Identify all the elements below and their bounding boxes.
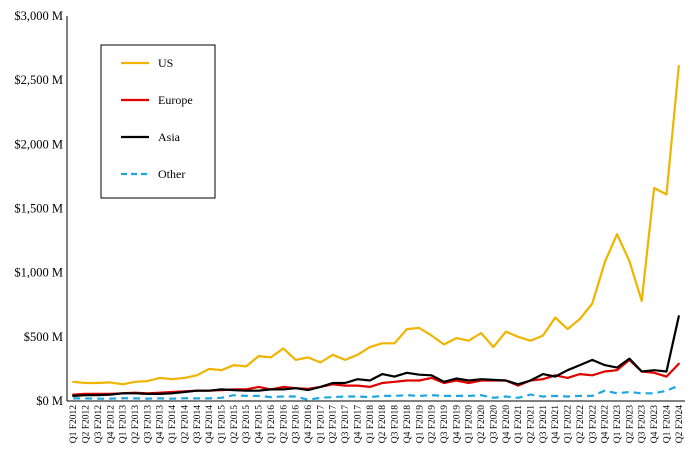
x-tick-label: Q3 F2021 <box>539 405 549 444</box>
x-tick-label: Q2 F2022 <box>576 405 586 444</box>
x-tick-label: Q3 F2016 <box>292 405 302 444</box>
y-tick-label: $0 M <box>36 394 63 408</box>
x-tick-label: Q1 F2014 <box>168 405 178 444</box>
legend-label-asia: Asia <box>158 130 181 144</box>
x-tick-label: Q3 F2022 <box>588 405 598 444</box>
x-tick-label: Q2 F2017 <box>329 405 339 444</box>
series-lines <box>72 64 680 401</box>
x-tick-label: Q4 F2017 <box>353 405 363 444</box>
y-tick-label: $3,000 M <box>14 9 63 23</box>
legend: US Europe Asia Other <box>100 44 216 199</box>
x-tick-label: Q4 F2013 <box>156 405 166 444</box>
x-tick-label: Q4 F2019 <box>452 405 462 444</box>
x-tick-label: Q1 F2024 <box>662 405 672 444</box>
x-tick-label: Q1 F2015 <box>218 405 228 444</box>
x-tick-label: Q3 F2013 <box>143 405 153 444</box>
y-tick-labels: $0 M $500 M $1,000 M $1,500 M $2,000 M $2,500… <box>14 9 63 408</box>
x-tick-label: Q1 F2020 <box>465 405 475 444</box>
series-line-us <box>72 64 680 386</box>
x-tick-label: Q4 F2018 <box>403 405 413 444</box>
x-tick-label: Q1 F2021 <box>514 405 524 444</box>
series-line-europe <box>72 358 680 396</box>
x-tick-label: Q2 F2014 <box>180 405 190 444</box>
x-tick-label: Q2 F2020 <box>477 405 487 444</box>
x-tick-label: Q3 F2015 <box>242 405 252 444</box>
x-tick-label: Q4 F2014 <box>205 405 215 444</box>
legend-label-us: US <box>158 56 173 70</box>
x-tick-label: Q1 F2018 <box>366 405 376 444</box>
x-tick-label: Q2 F2012 <box>82 405 92 444</box>
x-tick-label: Q3 F2017 <box>341 405 351 444</box>
x-tick-label: Q2 F2021 <box>527 405 537 444</box>
x-tick-label: Q3 F2018 <box>391 405 401 444</box>
x-tick-label: Q1 F2016 <box>267 405 277 444</box>
y-tick-label: $2,000 M <box>14 137 63 151</box>
x-tick-label: Q1 F2017 <box>316 405 326 444</box>
x-tick-label: Q3 F2020 <box>489 405 499 444</box>
x-tick-label: Q2 F2023 <box>625 405 635 444</box>
x-tick-label: Q4 F2020 <box>502 405 512 444</box>
x-tick-label: Q1 F2022 <box>564 405 574 444</box>
y-tick-label: $2,500 M <box>14 73 63 87</box>
series-line-other <box>73 384 680 401</box>
x-tick-label: Q1 F2012 <box>69 405 79 444</box>
x-tick-label: Q3 F2019 <box>440 405 450 444</box>
legend-box <box>100 44 216 199</box>
series-line-asia <box>72 315 680 397</box>
y-tick-label: $1,000 M <box>14 266 63 280</box>
x-tick-label: Q4 F2021 <box>551 405 561 444</box>
x-tick-label: Q4 F2012 <box>106 405 116 444</box>
x-tick-label: Q4 F2015 <box>255 405 265 444</box>
x-tick-label: Q2 F2019 <box>428 405 438 444</box>
x-tick-label: Q2 F2013 <box>131 405 141 444</box>
x-tick-label: Q2 F2018 <box>378 405 388 444</box>
plot-area <box>66 16 685 402</box>
x-tick-label: Q4 F2023 <box>650 405 660 444</box>
y-tick-label: $500 M <box>24 330 63 344</box>
y-tick-label: $1,500 M <box>14 202 63 216</box>
x-tick-label: Q4 F2022 <box>601 405 611 444</box>
x-tick-label: Q2 F2024 <box>675 405 685 444</box>
x-tick-label: Q3 F2012 <box>94 405 104 444</box>
legend-label-europe: Europe <box>158 93 193 107</box>
x-tick-label: Q1 F2023 <box>613 405 623 444</box>
x-tick-label: Q1 F2013 <box>119 405 129 444</box>
x-tick-label: Q2 F2015 <box>230 405 240 444</box>
x-tick-label: Q1 F2019 <box>415 405 425 444</box>
x-tick-label: Q4 F2016 <box>304 405 314 444</box>
x-tick-label: Q2 F2016 <box>279 405 289 444</box>
legend-label-other: Other <box>158 167 185 181</box>
x-tick-labels: Q1 F2012 Q2 F2012 Q3 F2012 Q4 F2012 Q1 F2013… <box>69 405 685 444</box>
x-tick-label: Q3 F2014 <box>193 405 203 444</box>
x-tick-label: Q3 F2023 <box>638 405 648 444</box>
